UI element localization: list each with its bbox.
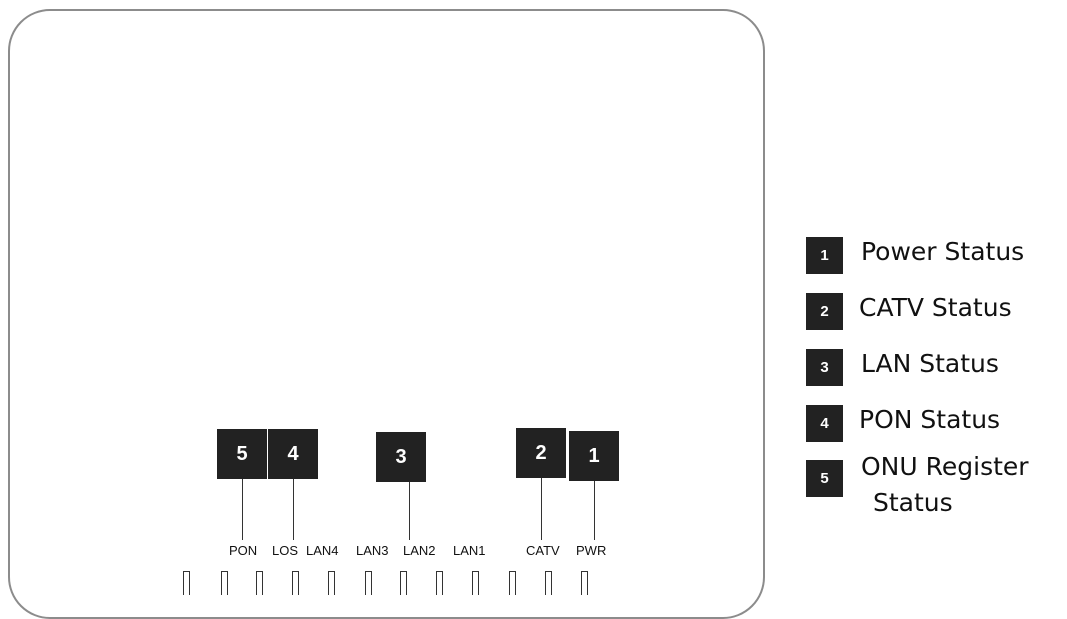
port-label-lan3: LAN3 [356, 543, 389, 558]
legend-number: 3 [806, 349, 843, 386]
led-indicator [256, 571, 263, 595]
legend-number: 4 [806, 405, 843, 442]
led-indicator [221, 571, 228, 595]
callout-2: 2 [516, 428, 566, 478]
port-label-catv: CATV [526, 543, 560, 558]
legend-item-pon: 4 PON Status [806, 405, 1000, 442]
led-indicator [472, 571, 479, 595]
callout-4: 4 [268, 429, 318, 479]
legend-label-line1: ONU Register [861, 452, 1029, 481]
leader-line-1 [594, 481, 595, 540]
leader-line-4 [293, 479, 294, 540]
led-indicator [328, 571, 335, 595]
device-front-panel [8, 9, 765, 619]
led-indicator [509, 571, 516, 595]
legend-item-power: 1 Power Status [806, 237, 1024, 274]
legend-label-line2: Status [873, 488, 953, 517]
legend-number: 2 [806, 293, 843, 330]
led-indicator [545, 571, 552, 595]
led-indicator [436, 571, 443, 595]
legend-label: ONU Register Status [861, 452, 1029, 518]
led-indicator [400, 571, 407, 595]
legend-number: 1 [806, 237, 843, 274]
port-label-pwr: PWR [576, 543, 607, 558]
port-label-lan4: LAN4 [306, 543, 339, 558]
legend-label: PON Status [859, 405, 1001, 434]
legend-item-catv: 2 CATV Status [806, 293, 1012, 330]
leader-line-3 [409, 482, 410, 540]
led-indicator [183, 571, 190, 595]
callout-1: 1 [569, 431, 619, 481]
led-indicator [292, 571, 299, 595]
legend-label: LAN Status [861, 349, 999, 378]
leader-line-5 [242, 479, 243, 540]
legend-item-lan: 3 LAN Status [806, 349, 999, 386]
legend-label: Power Status [861, 237, 1025, 266]
led-indicator [581, 571, 588, 595]
leader-line-2 [541, 478, 542, 540]
port-label-lan2: LAN2 [403, 543, 436, 558]
port-label-pon: PON [229, 543, 258, 558]
port-label-lan1: LAN1 [453, 543, 486, 558]
led-indicator [365, 571, 372, 595]
legend-label: CATV Status [859, 293, 1012, 322]
legend-item-onu-register: 5 ONU Register Status [806, 452, 1029, 518]
legend-number: 5 [806, 460, 843, 497]
callout-5: 5 [217, 429, 267, 479]
port-label-los: LOS [272, 543, 299, 558]
callout-3: 3 [376, 432, 426, 482]
